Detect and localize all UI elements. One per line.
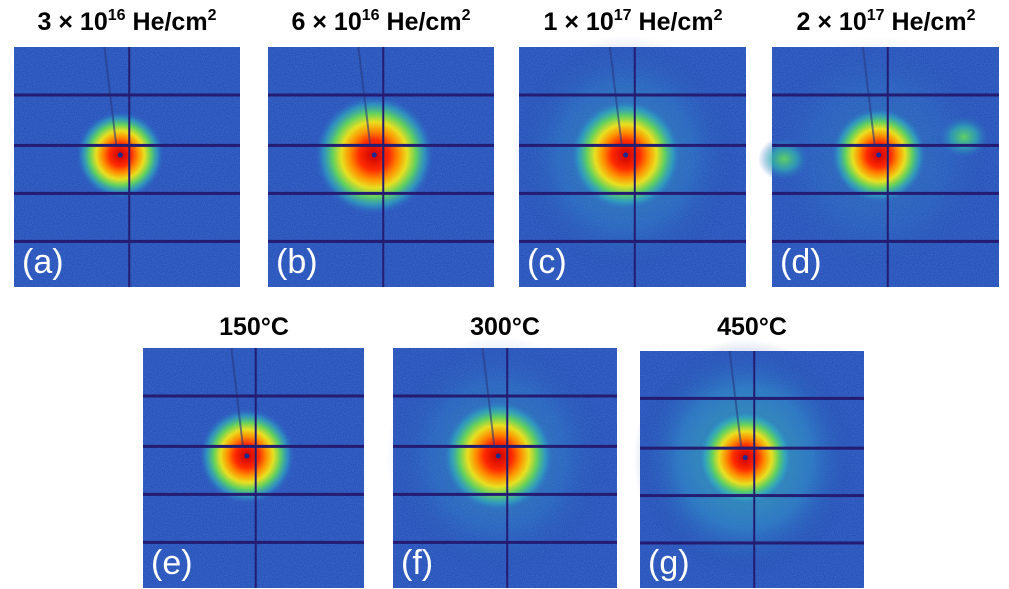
- detector-gap: [268, 192, 494, 195]
- panel-label: (f): [401, 544, 433, 582]
- title-exponent: 17: [614, 7, 632, 24]
- panel-label: (a): [22, 243, 64, 281]
- title-exponent: 17: [867, 7, 885, 24]
- detector-gap: [268, 94, 494, 97]
- detector-gap: [640, 397, 864, 400]
- panel-label: (d): [780, 243, 822, 281]
- title-exponent: 16: [108, 7, 126, 24]
- title-unit-exponent: 2: [967, 7, 976, 24]
- detector-gap: [772, 94, 999, 97]
- detector-gap: [519, 94, 746, 97]
- title-base: 1 × 10: [544, 8, 614, 36]
- panel-title: 300°C: [470, 313, 540, 341]
- diffraction-panel: (c): [512, 35, 746, 287]
- detector-gap: [14, 144, 240, 147]
- detector-gap: [14, 94, 240, 97]
- panel-title: 3 × 1016 He/cm2: [38, 7, 217, 36]
- detector-gap: [640, 447, 864, 450]
- title-unit: He/cm: [387, 8, 462, 36]
- panel-title: 450°C: [717, 313, 787, 341]
- detector-gap: [143, 445, 364, 448]
- title-unit-exponent: 2: [462, 7, 471, 24]
- panel-title: 150°C: [219, 313, 289, 341]
- diffraction-panel: (e): [143, 348, 364, 588]
- side-spot: [758, 137, 810, 181]
- detector-gap: [128, 47, 130, 287]
- panel-title: 6 × 1016 He/cm2: [292, 7, 471, 36]
- detector-gap: [143, 395, 364, 398]
- title-base: 6 × 10: [292, 8, 362, 36]
- detector-gap: [255, 348, 257, 588]
- panel-label: (g): [648, 544, 690, 582]
- diffraction-panel: (a): [14, 47, 240, 287]
- side-spot: [938, 115, 990, 159]
- detector-gap: [772, 144, 999, 147]
- panel-title: 2 × 1017 He/cm2: [797, 7, 976, 36]
- title-base: 2 × 10: [797, 8, 867, 36]
- detector-gap: [519, 144, 746, 147]
- beam-center: [743, 455, 748, 460]
- diffraction-panel: (b): [268, 47, 494, 287]
- detector-gap: [519, 192, 746, 195]
- diffraction-panel: (g): [633, 339, 864, 588]
- detector-gap: [772, 192, 999, 195]
- detector-gap: [268, 144, 494, 147]
- detector-gap: [753, 351, 755, 588]
- panel-label: (e): [151, 544, 193, 582]
- beam-center: [876, 153, 881, 158]
- title-unit: He/cm: [133, 8, 208, 36]
- beam-center: [372, 153, 377, 158]
- detector-gap: [382, 47, 384, 287]
- figure: (a)3 × 1016He/cm2(b)6 × 1016He/cm2(c)1 ×…: [0, 0, 1009, 589]
- title-unit-exponent: 2: [714, 7, 723, 24]
- beam-center: [244, 454, 249, 459]
- panel-label: (b): [276, 243, 318, 281]
- detector-gap: [14, 192, 240, 195]
- title-unit: He/cm: [639, 8, 714, 36]
- beam-center: [496, 454, 501, 459]
- title-unit: He/cm: [892, 8, 967, 36]
- title-exponent: 16: [362, 7, 380, 24]
- detector-gap: [393, 445, 617, 448]
- detector-gap: [143, 493, 364, 496]
- title-base: 3 × 10: [38, 8, 108, 36]
- detector-gap: [887, 47, 889, 287]
- beam-center: [623, 153, 628, 158]
- detector-gap: [393, 493, 617, 496]
- panel-label: (c): [527, 243, 567, 281]
- title-unit-exponent: 2: [208, 7, 217, 24]
- detector-gap: [506, 348, 508, 588]
- beam-center: [118, 153, 123, 158]
- diffraction-panel: (f): [386, 336, 617, 588]
- detector-gap: [393, 395, 617, 398]
- diffraction-panel: (d): [758, 35, 999, 287]
- detector-gap: [640, 494, 864, 497]
- panel-title: 1 × 1017 He/cm2: [544, 7, 723, 36]
- detector-gap: [634, 47, 636, 287]
